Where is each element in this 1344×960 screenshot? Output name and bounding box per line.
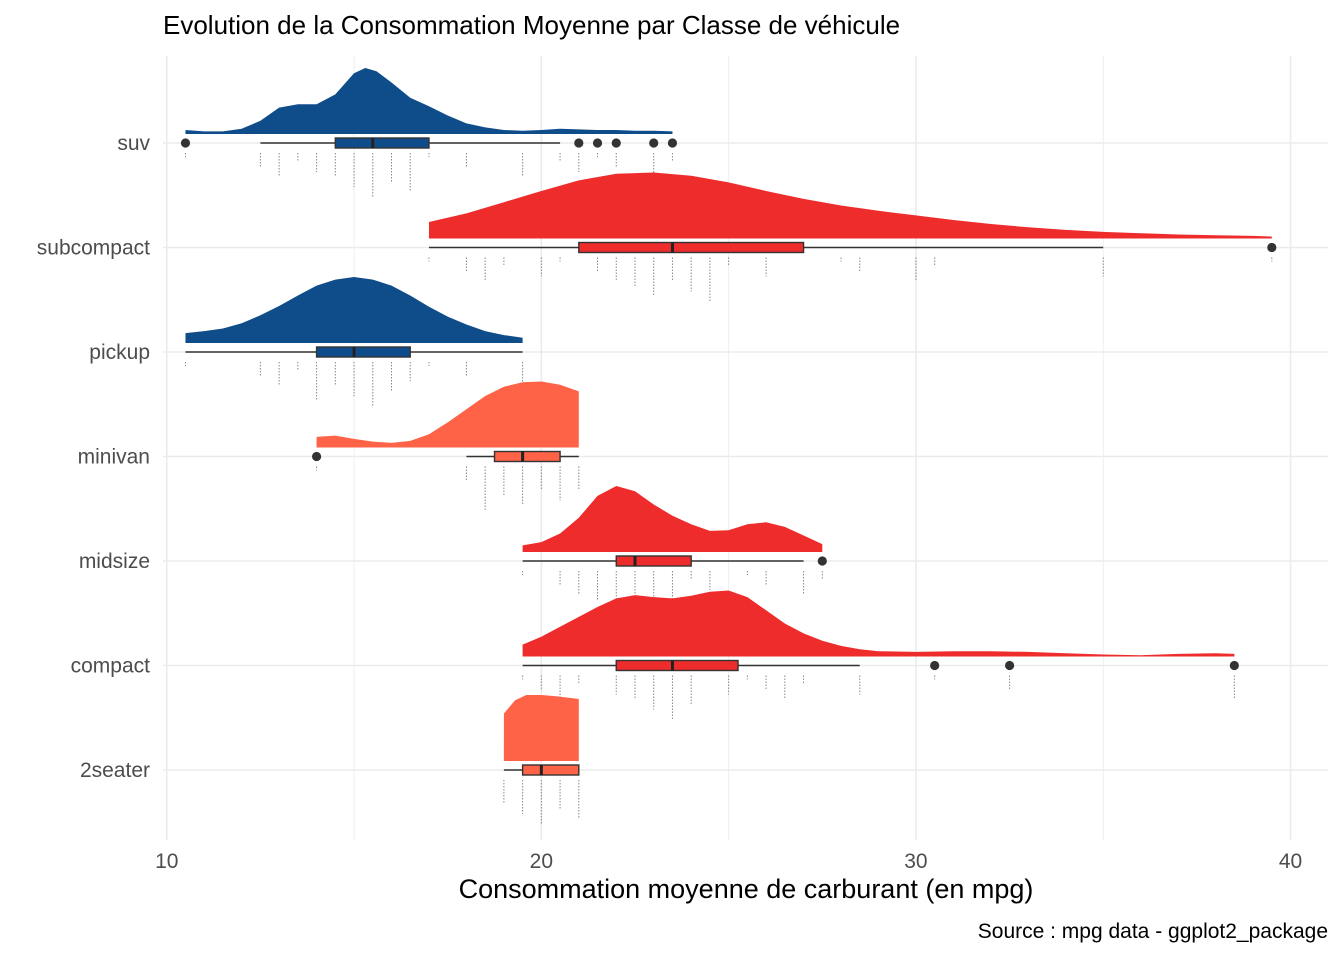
grid-lines [163,56,1328,840]
x-tick-label: 40 [1279,850,1302,873]
y-tick-label-compact: compact [71,655,151,678]
density-2seater [503,695,579,761]
chart-title: Evolution de la Consommation Moyenne par… [163,10,901,40]
density-minivan [316,381,579,448]
density-midsize [522,486,823,552]
series-pickup [184,277,524,406]
outlier-point [611,138,621,148]
outlier-point [1004,660,1015,671]
box-minivan [493,450,561,463]
series-minivan [311,381,580,511]
box-suv [334,137,430,149]
y-tick-labels: suv subcompact pickup minivan midsize compact… [37,132,151,782]
density-subcompact [428,172,1272,239]
outlier-point [649,138,659,148]
y-tick-label-minivan: minivan [78,446,150,469]
box-subcompact [578,241,805,254]
outlier-point [180,138,191,148]
series-subcompact [428,172,1277,302]
outlier-point [817,556,827,566]
outlier-point [574,138,584,148]
outlier-point [311,451,322,462]
box-compact [615,659,739,672]
outlier-point [667,138,678,148]
x-axis-title: Consommation moyenne de carburant (en mp… [458,874,1034,904]
box-2seater [521,764,580,776]
density-pickup [185,277,523,343]
box-midsize [615,555,692,567]
x-tick-labels: 10 20 30 40 [155,850,1302,873]
x-tick-label: 30 [904,850,927,873]
density-suv [185,68,673,134]
outlier-point [930,660,940,671]
x-tick-label: 10 [155,850,178,873]
y-tick-label-midsize: midsize [79,550,150,573]
series-2seater [503,695,580,824]
outlier-point [1229,660,1239,671]
y-tick-label-2seater: 2seater [80,759,150,782]
y-tick-label-suv: suv [117,132,150,155]
series-suv [180,68,678,197]
y-tick-label-subcompact: subcompact [37,237,150,260]
series-layer [180,68,1277,824]
y-tick-label-pickup: pickup [89,341,150,364]
density-compact [522,590,1235,657]
series-midsize [522,486,827,615]
outlier-point [592,138,603,148]
outlier-point [1267,242,1277,253]
chart-caption: Source : mpg data - ggplot2_package [977,920,1328,943]
box-pickup [315,346,411,358]
series-compact [522,590,1239,720]
x-tick-label: 20 [530,850,553,873]
